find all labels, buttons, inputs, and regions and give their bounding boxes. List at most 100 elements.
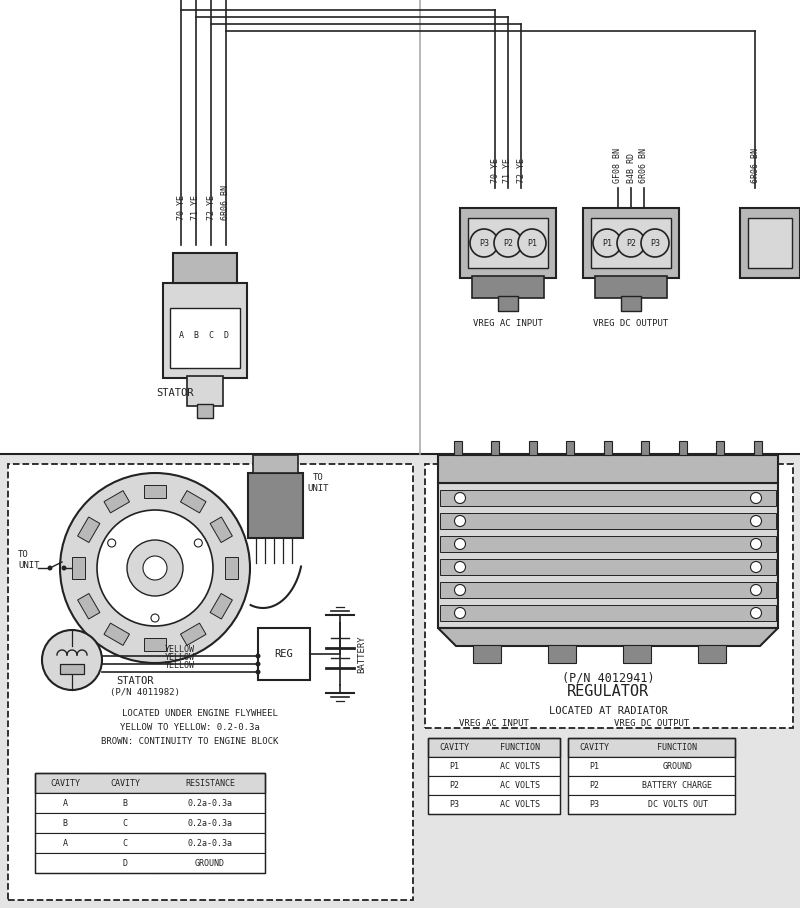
Bar [568, 795, 735, 814]
Text: P3: P3 [449, 800, 459, 809]
Bar [253, 455, 298, 473]
Circle shape [42, 630, 102, 690]
Bar [440, 536, 776, 552]
Circle shape [494, 229, 522, 257]
Bar [428, 738, 560, 757]
Text: VREG DC OUTPUT: VREG DC OUTPUT [614, 719, 689, 728]
Bar [623, 645, 651, 663]
Text: B4B RD: B4B RD [626, 153, 635, 183]
Text: P2: P2 [626, 239, 636, 248]
Circle shape [470, 229, 498, 257]
Text: YELLOW TO YELLOW: 0.2-0.3a: YELLOW TO YELLOW: 0.2-0.3a [120, 723, 260, 732]
Text: GF08 BN: GF08 BN [614, 148, 622, 183]
Bar [428, 776, 560, 795]
Circle shape [454, 607, 466, 618]
Text: REGULATOR: REGULATOR [567, 685, 649, 699]
Bar [740, 208, 800, 278]
Text: BROWN: CONTINUITY TO ENGINE BLOCK: BROWN: CONTINUITY TO ENGINE BLOCK [102, 736, 278, 745]
Polygon shape [210, 594, 232, 619]
Text: P2: P2 [449, 781, 459, 790]
Text: YELLOW: YELLOW [165, 654, 195, 663]
Text: A: A [178, 331, 183, 340]
Circle shape [143, 556, 167, 580]
Bar [8, 464, 413, 900]
Bar [716, 441, 724, 455]
Bar [529, 441, 537, 455]
Text: VREG AC INPUT: VREG AC INPUT [459, 719, 529, 728]
Text: P2: P2 [503, 239, 513, 248]
Bar [621, 296, 641, 311]
Text: B: B [194, 331, 198, 340]
Bar [187, 376, 223, 406]
Circle shape [255, 654, 261, 658]
Polygon shape [210, 517, 232, 542]
Bar [460, 208, 556, 278]
Bar [35, 773, 265, 793]
Circle shape [617, 229, 645, 257]
Text: 70 YE: 70 YE [490, 158, 499, 183]
Polygon shape [225, 557, 238, 579]
Text: P3: P3 [650, 239, 660, 248]
Text: C: C [122, 818, 127, 827]
Text: 0.2a-0.3a: 0.2a-0.3a [187, 818, 233, 827]
Bar [548, 645, 576, 663]
Text: CAVITY: CAVITY [439, 743, 469, 752]
Text: VREG DC OUTPUT: VREG DC OUTPUT [594, 319, 669, 328]
Text: 71 YE: 71 YE [503, 158, 513, 183]
Circle shape [97, 510, 213, 626]
Text: STATOR: STATOR [156, 388, 194, 398]
Text: (P/N 4012941): (P/N 4012941) [562, 672, 654, 685]
Text: 6R06 BN: 6R06 BN [750, 148, 759, 183]
Circle shape [454, 561, 466, 573]
Text: TO
UNIT: TO UNIT [307, 473, 329, 493]
Bar [468, 218, 548, 268]
Text: FUNCTION: FUNCTION [658, 743, 698, 752]
Circle shape [750, 492, 762, 504]
Circle shape [151, 614, 159, 622]
Bar [440, 490, 776, 506]
Polygon shape [181, 490, 206, 513]
Text: (P/N 4011982): (P/N 4011982) [110, 688, 180, 697]
Text: BATTERY: BATTERY [358, 636, 366, 673]
Polygon shape [104, 623, 130, 646]
Circle shape [127, 540, 183, 596]
Bar [35, 853, 265, 873]
Circle shape [454, 516, 466, 527]
Bar [173, 253, 237, 283]
Bar [248, 473, 303, 538]
Text: VREG AC INPUT: VREG AC INPUT [473, 319, 543, 328]
Bar [591, 218, 671, 268]
Text: P1: P1 [449, 762, 459, 771]
Text: A: A [62, 838, 67, 847]
Polygon shape [144, 638, 166, 651]
Circle shape [60, 473, 250, 663]
Text: YELLOW: YELLOW [165, 662, 195, 670]
Bar [35, 833, 265, 853]
Text: STATOR: STATOR [116, 676, 154, 686]
Bar [568, 757, 735, 776]
Text: P1: P1 [589, 762, 599, 771]
Text: 70 YE: 70 YE [177, 195, 186, 220]
Text: 71 YE: 71 YE [191, 195, 201, 220]
Bar [748, 218, 792, 268]
Bar [568, 776, 735, 795]
Bar [0, 454, 800, 908]
Circle shape [750, 607, 762, 618]
Bar [425, 464, 793, 728]
Polygon shape [78, 594, 100, 619]
Circle shape [454, 585, 466, 596]
Circle shape [750, 516, 762, 527]
Text: AC VOLTS: AC VOLTS [500, 781, 540, 790]
Polygon shape [104, 490, 130, 513]
Text: 6R06 BN: 6R06 BN [222, 185, 230, 220]
Text: GROUND: GROUND [662, 762, 693, 771]
Text: CAVITY: CAVITY [579, 743, 609, 752]
Bar [258, 628, 310, 680]
Polygon shape [72, 557, 85, 579]
Text: 72 YE: 72 YE [206, 195, 215, 220]
Text: P3: P3 [479, 239, 489, 248]
Text: RESISTANCE: RESISTANCE [185, 778, 235, 787]
Bar [170, 308, 240, 368]
Text: 0.2a-0.3a: 0.2a-0.3a [187, 798, 233, 807]
Circle shape [750, 561, 762, 573]
